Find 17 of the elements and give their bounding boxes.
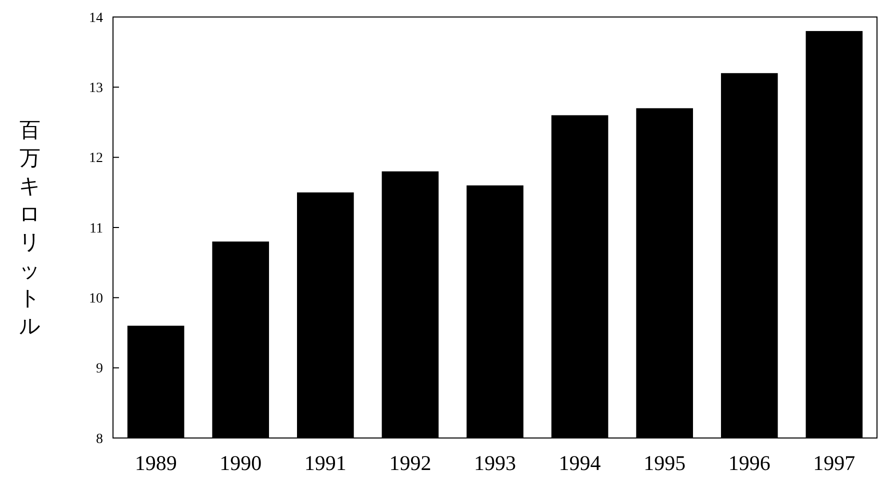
- x-tick-label: 1991: [304, 451, 346, 475]
- x-tick-label: 1990: [220, 451, 262, 475]
- y-tick-label: 12: [89, 151, 103, 166]
- x-tick-label: 1995: [644, 451, 686, 475]
- x-tick-label: 1996: [728, 451, 770, 475]
- y-tick-label: 11: [90, 221, 103, 236]
- y-tick-label: 8: [96, 432, 103, 447]
- y-tick-label: 14: [89, 10, 103, 26]
- x-tick-label: 1994: [558, 451, 602, 475]
- x-tick-label: 1989: [134, 451, 177, 475]
- y-tick-label: 9: [96, 362, 103, 377]
- y-axis-title: 百万キロリットル: [19, 118, 41, 338]
- x-tick-label: 1993: [474, 451, 516, 475]
- y-tick-label: 10: [89, 292, 103, 307]
- x-tick-label: 1992: [389, 451, 432, 475]
- y-tick-label: 13: [89, 81, 103, 96]
- x-tick-label: 1997: [813, 451, 856, 475]
